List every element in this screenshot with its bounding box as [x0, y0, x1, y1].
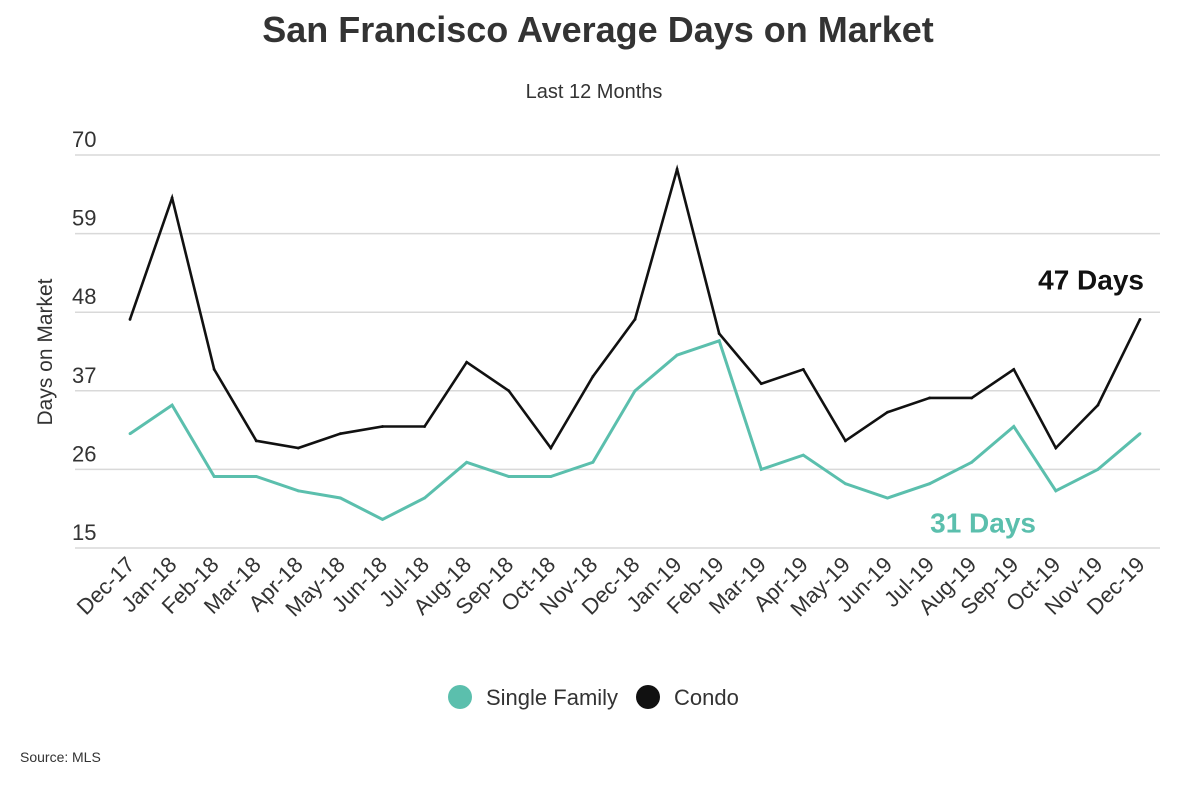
data-point-single-family: [549, 475, 553, 478]
data-point-single-family: [128, 432, 132, 436]
y-tick-label: 15: [72, 520, 96, 545]
data-point-condo: [886, 410, 889, 414]
data-point-condo: [1054, 446, 1058, 450]
annotations: 47 Days 31 Days: [930, 264, 1144, 538]
data-point-condo: [549, 446, 553, 450]
data-point-condo: [423, 425, 426, 428]
data-point-condo: [212, 367, 216, 371]
data-point-single-family: [423, 496, 426, 500]
y-tick-label: 26: [72, 441, 96, 466]
series-line-condo: [128, 164, 1142, 451]
legend-label-single-family: Single Family: [486, 685, 618, 710]
data-point-condo: [675, 167, 679, 171]
legend-swatch-single-family: [448, 685, 472, 709]
data-point-condo: [801, 367, 805, 371]
y-axis-label: Days on Market: [34, 278, 57, 425]
source-value: MLS: [72, 749, 101, 765]
data-point-single-family: [507, 475, 511, 478]
series-line-single-family: [129, 338, 1141, 522]
data-point-single-family: [212, 475, 216, 478]
annotation-condo: 47 Days: [1038, 264, 1144, 295]
data-point-single-family: [675, 353, 679, 357]
data-point-condo: [1096, 403, 1100, 407]
data-point-condo: [381, 425, 384, 428]
data-point-single-family: [928, 482, 931, 486]
data-point-single-family: [801, 453, 805, 457]
source-label: Source:: [20, 749, 68, 765]
data-point-single-family: [170, 403, 174, 407]
data-point-condo: [633, 317, 637, 321]
data-point-condo: [928, 396, 931, 400]
y-axis-ticks: 15 26 37 48 59 70: [72, 127, 96, 545]
data-point-condo: [759, 382, 763, 386]
data-point-single-family: [1138, 432, 1142, 436]
data-point-single-family: [1096, 468, 1100, 471]
x-axis-ticks: Dec-17Jan-18Feb-18Mar-18Apr-18May-18Jun-…: [72, 552, 1150, 622]
data-point-single-family: [254, 475, 258, 478]
legend-label-condo: Condo: [674, 685, 739, 710]
data-point-single-family: [465, 460, 469, 464]
data-point-condo: [844, 439, 847, 443]
data-point-single-family: [591, 460, 595, 464]
legend: Single Family Condo: [448, 685, 739, 710]
data-point-condo: [1012, 367, 1016, 371]
chart-subtitle: Last 12 Months: [526, 81, 663, 103]
data-point-condo: [128, 317, 132, 321]
data-point-condo: [717, 332, 721, 336]
data-point-single-family: [759, 468, 763, 471]
data-point-condo: [296, 446, 300, 450]
data-point-single-family: [844, 482, 847, 486]
data-point-condo: [170, 196, 174, 200]
data-point-condo: [970, 396, 974, 400]
data-point-condo: [507, 389, 511, 393]
data-point-single-family: [970, 460, 974, 464]
y-tick-label: 37: [72, 363, 96, 388]
y-tick-label: 59: [72, 206, 96, 231]
data-point-condo: [254, 439, 258, 443]
data-point-condo: [465, 360, 469, 364]
data-point-single-family: [633, 389, 637, 393]
data-point-condo: [339, 432, 342, 436]
series-lines: [128, 164, 1142, 522]
data-point-single-family: [717, 339, 721, 343]
y-tick-label: 48: [72, 284, 96, 309]
y-tick-label: 70: [72, 127, 96, 152]
gridlines: [75, 154, 1160, 549]
data-point-single-family: [1012, 425, 1016, 428]
legend-swatch-condo: [636, 685, 660, 709]
data-point-condo: [591, 375, 595, 378]
chart-title: San Francisco Average Days on Market: [262, 9, 934, 50]
data-point-single-family: [886, 496, 889, 500]
data-point-single-family: [381, 518, 384, 521]
data-point-single-family: [296, 489, 300, 493]
annotation-single-family: 31 Days: [930, 508, 1036, 539]
data-point-single-family: [339, 496, 342, 500]
source-note: Source: MLS: [20, 749, 101, 765]
data-point-single-family: [1054, 489, 1058, 493]
data-point-condo: [1138, 317, 1142, 321]
